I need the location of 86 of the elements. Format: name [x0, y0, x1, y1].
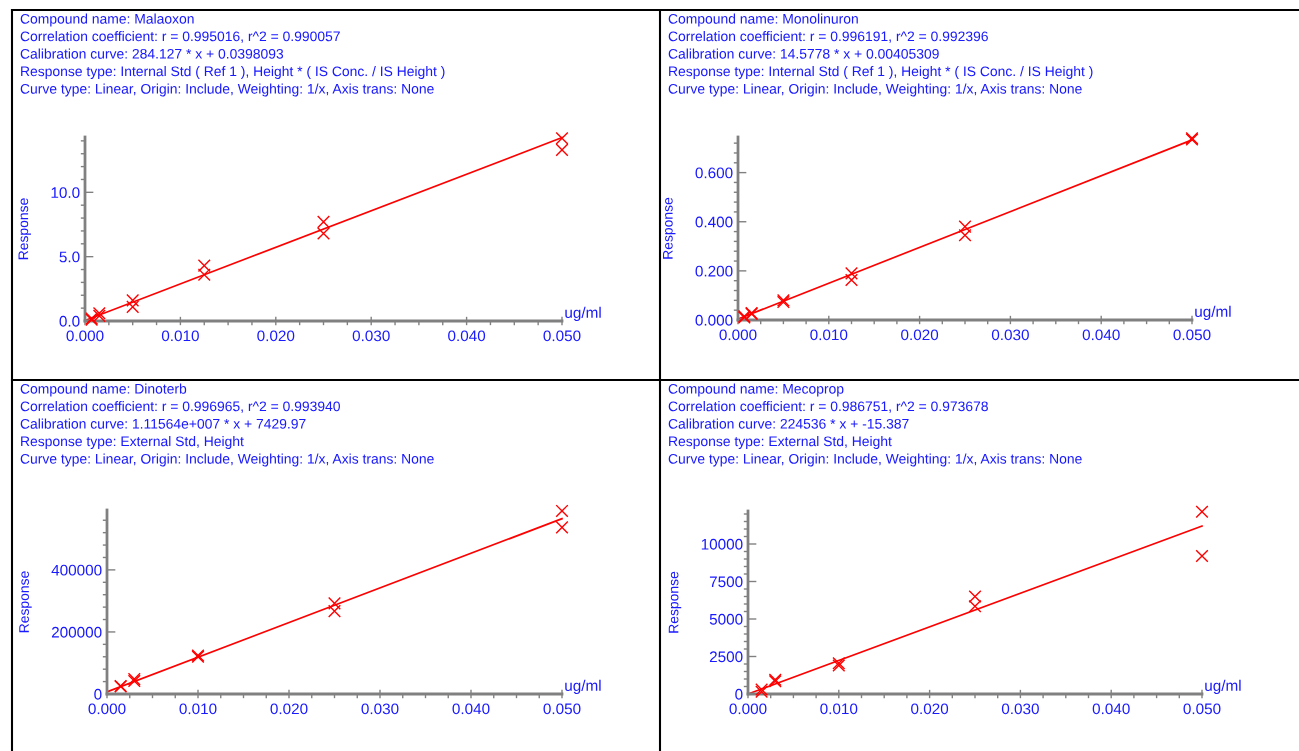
x-tick-label: 0.010 — [161, 330, 199, 342]
x-tick-label: 0.040 — [452, 703, 490, 715]
y-tick-label: 10000 — [701, 538, 743, 550]
text: Compound name: Malaoxon — [20, 13, 194, 27]
x-axis-title: ug/ml — [1205, 679, 1241, 694]
point — [197, 259, 211, 273]
text: Calibration curve: 284.127 * x + 0.0398093 — [20, 48, 284, 59]
point — [126, 293, 140, 307]
y-tick-label: 5000 — [709, 613, 743, 625]
x-tick-label: 0.000 — [88, 703, 126, 715]
x-tick-label: 0.030 — [352, 330, 390, 342]
text: Compound name: Monolinuron — [668, 13, 858, 27]
x-axis-title: ug/ml — [565, 679, 601, 694]
point — [844, 273, 859, 287]
y-axis-title: Response — [19, 571, 32, 633]
y-tick-label: 2500 — [709, 651, 743, 663]
x-tick-label: 0.020 — [911, 703, 949, 715]
y-axis-title: Response — [663, 197, 676, 259]
point — [844, 266, 859, 280]
text: Calibration curve: 1.11564e+007 * x + 7429.97 — [20, 418, 306, 429]
point — [555, 520, 569, 534]
text: Curve type: Linear, Origin: Include, Weighting: 1/x, Axis trans: None — [668, 83, 1082, 97]
y-tick-label: 0 — [735, 688, 743, 700]
point — [316, 215, 331, 229]
y-tick-label: 0.200 — [695, 265, 733, 277]
point — [555, 504, 569, 518]
text: Calibration curve: 14.5778 * x + 0.00405309 — [668, 48, 939, 59]
y-tick-label: 5.0 — [59, 251, 80, 263]
x-tick-label: 0.050 — [543, 330, 581, 342]
x-tick-label: 0.000 — [719, 329, 757, 341]
y-tick-label: 0.000 — [695, 314, 733, 326]
x-tick-label: 0.020 — [901, 329, 939, 341]
point — [555, 131, 569, 145]
y-axis-title: Response — [668, 571, 682, 633]
point — [197, 268, 211, 282]
text: Compound name: Dinoterb — [20, 383, 187, 397]
point — [958, 220, 972, 234]
point — [316, 226, 331, 241]
point — [968, 589, 982, 604]
y-tick-label: 400000 — [51, 564, 102, 576]
x-tick-label: 0.030 — [1001, 703, 1039, 715]
point — [555, 143, 569, 157]
point — [1195, 549, 1209, 563]
x-tick-label: 0.050 — [1173, 329, 1211, 341]
text: Correlation coefficient: r = 0.996191, r^2 = 0.992396 — [668, 31, 988, 43]
text: Calibration curve: 224536 * x + -15.387 — [668, 418, 909, 429]
text: Response type: Internal Std ( Ref 1 ), Height * ( IS Conc. / IS Height ) — [669, 66, 1093, 79]
y-tick-label: 0 — [94, 688, 102, 700]
y-tick-label: 7500 — [709, 576, 743, 588]
point — [126, 300, 140, 314]
text: Correlation coefficient: r = 0.995016, r^2 = 0.990057 — [20, 31, 340, 43]
x-tick-label: 0.010 — [179, 703, 217, 715]
x-tick-label: 0.040 — [448, 330, 486, 342]
y-tick-label: 0.400 — [695, 216, 733, 228]
x-tick-label: 0.000 — [729, 703, 767, 715]
x-tick-label: 0.020 — [270, 703, 308, 715]
x-tick-label: 0.050 — [1183, 703, 1221, 715]
x-tick-label: 0.010 — [820, 703, 858, 715]
x-tick-label: 0.020 — [257, 330, 295, 342]
x-tick-label: 0.030 — [991, 329, 1029, 341]
text: Response type: External Std, Height — [669, 436, 892, 449]
point — [327, 596, 342, 610]
point — [1195, 505, 1209, 519]
x-axis-title: ug/ml — [565, 306, 601, 321]
x-axis-title: ug/ml — [1195, 305, 1231, 320]
text: Curve type: Linear, Origin: Include, Weighting: 1/x, Axis trans: None — [668, 453, 1082, 467]
x-tick-label: 0.040 — [1082, 329, 1120, 341]
x-tick-label: 0.050 — [543, 703, 581, 715]
text: Curve type: Linear, Origin: Include, Weighting: 1/x, Axis trans: None — [20, 453, 434, 467]
x-tick-label: 0.040 — [1092, 703, 1130, 715]
y-axis-title: Response — [18, 198, 31, 260]
y-tick-label: 200000 — [51, 626, 102, 638]
y-tick-label: 10.0 — [51, 187, 80, 199]
point — [327, 604, 342, 618]
y-tick-label: 0.600 — [695, 167, 733, 179]
x-tick-label: 0.030 — [361, 703, 399, 715]
text: Correlation coefficient: r = 0.986751, r^2 = 0.973678 — [668, 401, 988, 413]
point — [968, 599, 982, 613]
point — [958, 228, 972, 242]
text: Correlation coefficient: r = 0.996965, r^2 = 0.993940 — [20, 401, 340, 413]
text: Compound name: Mecoprop — [668, 383, 844, 397]
text: Curve type: Linear, Origin: Include, Weighting: 1/x, Axis trans: None — [20, 83, 434, 97]
text: Response type: Internal Std ( Ref 1 ), Height * ( IS Conc. / IS Height ) — [21, 66, 445, 79]
x-tick-label: 0.010 — [810, 329, 848, 341]
text: Response type: External Std, Height — [21, 436, 244, 449]
y-tick-label: 0.0 — [59, 315, 80, 327]
